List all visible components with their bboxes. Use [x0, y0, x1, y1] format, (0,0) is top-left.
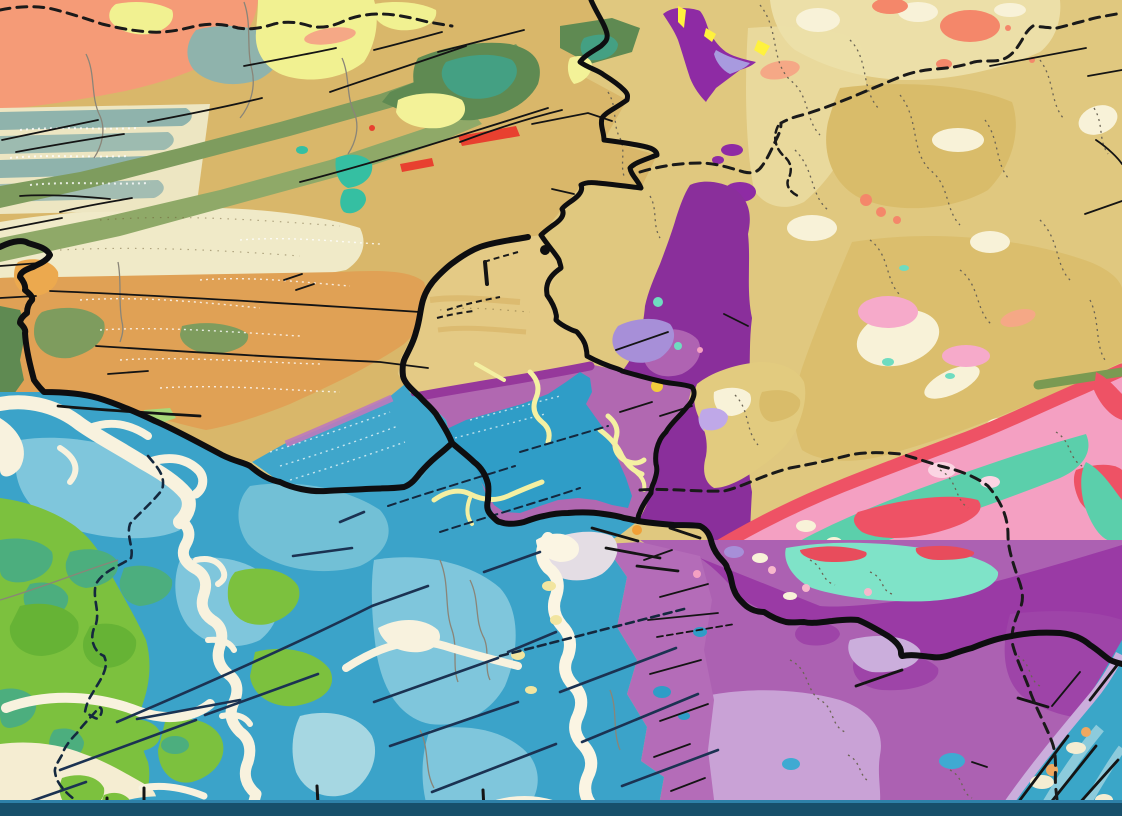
layer-southeast-plateau	[604, 540, 1122, 816]
border-west	[0, 238, 455, 495]
purple-wedge	[663, 8, 756, 102]
border-staircase	[538, 0, 697, 524]
bottom-edge-strip	[0, 800, 1122, 816]
dashed-boundary-northeast	[638, 11, 1122, 175]
border-west-east	[449, 440, 641, 527]
meandering-river-west	[174, 514, 262, 816]
layer-south-green-lowland	[0, 498, 221, 816]
river-system-west	[0, 395, 196, 529]
dashed-boundary-southeast	[638, 451, 1060, 816]
border-southeast	[635, 518, 1122, 667]
layer-dashed-boundaries	[0, 5, 1122, 816]
layer-international-borders	[0, 0, 1122, 667]
layer-admin-boundaries	[0, 1, 1109, 789]
purple-band-east	[622, 181, 752, 592]
dashed-boundary-north	[0, 5, 454, 34]
border-loop-west	[399, 234, 531, 446]
dashed-boundary-southwest	[53, 454, 165, 816]
layer-fault-lines-south	[0, 425, 720, 814]
loop-interior-khaki	[398, 235, 589, 396]
layer-rivers	[0, 395, 606, 816]
layer-texture-speckles	[9, 127, 531, 393]
speckled-strip	[252, 384, 452, 491]
mauve-strip	[604, 542, 716, 816]
